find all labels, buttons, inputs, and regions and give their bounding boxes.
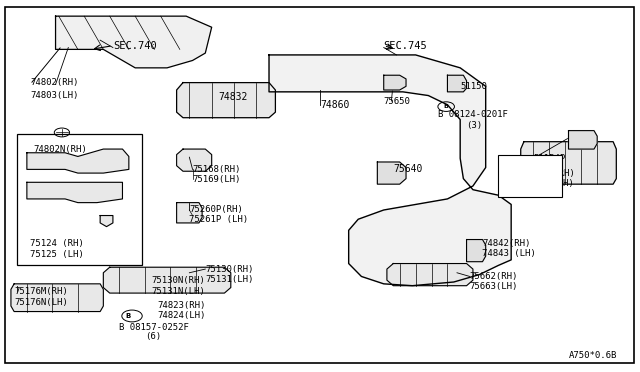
Text: (3): (3) [467, 121, 483, 129]
Polygon shape [27, 182, 122, 203]
Text: SEC.740: SEC.740 [113, 41, 157, 51]
Text: 74802N(RH): 74802N(RH) [33, 145, 87, 154]
Text: 74843 (LH): 74843 (LH) [483, 249, 536, 258]
Text: 75176M(RH): 75176M(RH) [14, 287, 68, 296]
Text: 51150: 51150 [460, 82, 487, 91]
Text: 75640: 75640 [394, 164, 422, 174]
Polygon shape [378, 162, 406, 184]
Text: 74824(LH): 74824(LH) [157, 311, 206, 320]
Polygon shape [521, 142, 616, 184]
Text: B 08157-0252F: B 08157-0252F [119, 323, 189, 331]
Text: 74860: 74860 [320, 100, 349, 110]
Text: 75261P (LH): 75261P (LH) [189, 215, 248, 224]
Bar [499, 155, 562, 197]
Text: 74823(RH): 74823(RH) [157, 301, 206, 311]
Text: 74802(RH): 74802(RH) [30, 78, 79, 87]
Text: 75650: 75650 [384, 97, 411, 106]
Text: 75130(RH): 75130(RH) [205, 264, 253, 273]
Polygon shape [568, 131, 597, 149]
Text: 75130N(RH): 75130N(RH) [151, 276, 205, 285]
Text: 74803N(LH): 74803N(LH) [33, 155, 87, 165]
Text: 51154P: 51154P [534, 154, 566, 163]
Text: (6): (6) [145, 332, 161, 341]
Text: 75125 (LH): 75125 (LH) [30, 250, 84, 259]
Polygon shape [387, 263, 473, 286]
Polygon shape [467, 240, 486, 262]
Text: 75168(RH): 75168(RH) [193, 165, 241, 174]
Text: SEC.745: SEC.745 [384, 41, 428, 51]
Text: 75124 (RH): 75124 (RH) [30, 239, 84, 248]
Bar [17, 134, 141, 265]
Text: 75176N(LH): 75176N(LH) [14, 298, 68, 307]
Polygon shape [177, 149, 212, 171]
Polygon shape [177, 203, 202, 223]
Polygon shape [103, 267, 231, 293]
Polygon shape [11, 284, 103, 311]
Polygon shape [447, 75, 467, 92]
Polygon shape [269, 55, 511, 286]
Text: 75169(LH): 75169(LH) [193, 175, 241, 184]
Text: 75131(LH): 75131(LH) [205, 275, 253, 283]
Text: 74842(RH): 74842(RH) [483, 239, 531, 248]
Text: B 08124-0201F: B 08124-0201F [438, 109, 508, 119]
Text: 74832: 74832 [218, 92, 248, 102]
Polygon shape [56, 16, 212, 68]
Text: 75260P(RH): 75260P(RH) [189, 205, 243, 215]
Text: 75662(RH): 75662(RH) [470, 272, 518, 281]
Text: B: B [444, 104, 449, 109]
Text: A750*0.6B: A750*0.6B [568, 350, 617, 360]
Polygon shape [384, 75, 406, 90]
Text: 74803(LH): 74803(LH) [30, 91, 79, 100]
Text: 75516M(LH): 75516M(LH) [521, 179, 575, 187]
Text: 75663(LH): 75663(LH) [470, 282, 518, 291]
Text: 75131N(LH): 75131N(LH) [151, 287, 205, 296]
Text: B: B [125, 313, 130, 319]
Text: 75516 (RH): 75516 (RH) [521, 169, 575, 177]
Polygon shape [177, 83, 275, 118]
Polygon shape [27, 149, 129, 173]
Polygon shape [100, 215, 113, 227]
